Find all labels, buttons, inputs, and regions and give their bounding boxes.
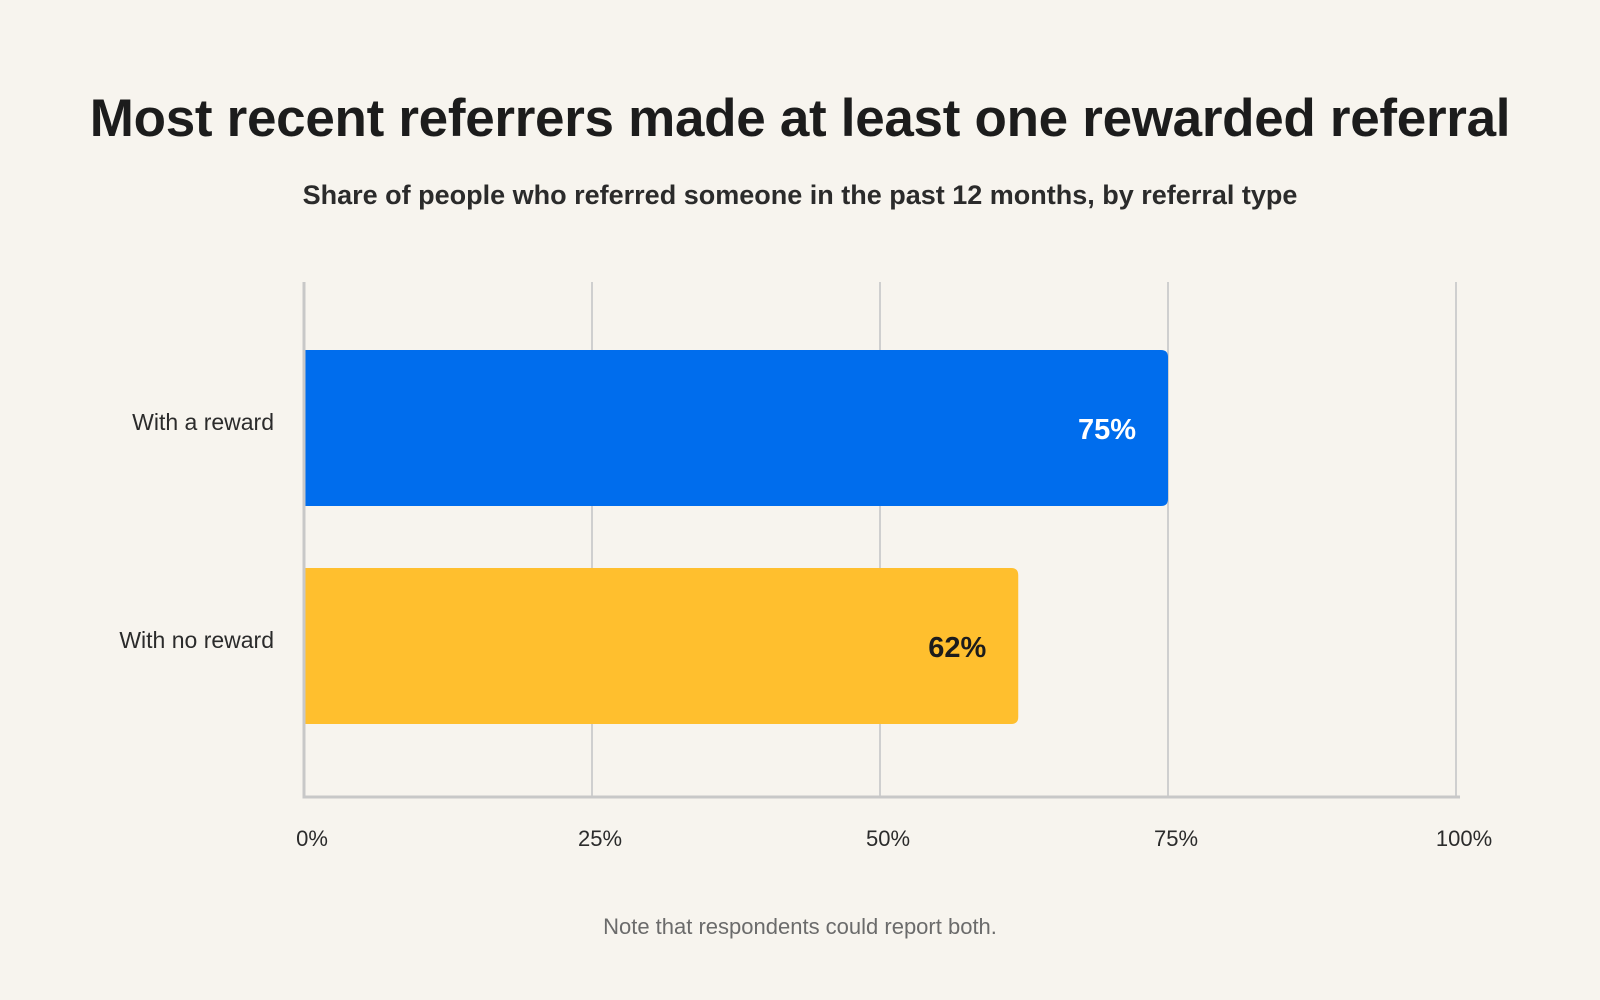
bar-value-label: 75% (1078, 414, 1136, 446)
chart-title: Most recent referrers made at least one … (89, 89, 1511, 148)
x-tick-label: 75% (1154, 826, 1198, 851)
chart-subtitle: Share of people who referred someone in … (302, 180, 1298, 210)
bars (304, 350, 1168, 724)
chart-note: Note that respondents could report both. (603, 914, 997, 939)
bar-value-label: 62% (928, 632, 986, 664)
x-tick-label: 25% (578, 826, 622, 851)
category-label: With no reward (119, 627, 274, 653)
x-tick-label: 100% (1436, 826, 1492, 851)
axes (302, 282, 1460, 799)
bar-with-no-reward (304, 568, 1019, 724)
category-label: With a reward (132, 409, 274, 435)
labels: 75% With a reward 62% With no reward 0% 25% 50… (119, 409, 1492, 851)
bar-with-a-reward (304, 350, 1168, 506)
x-tick-label: 0% (296, 826, 328, 851)
x-tick-label: 50% (866, 826, 910, 851)
